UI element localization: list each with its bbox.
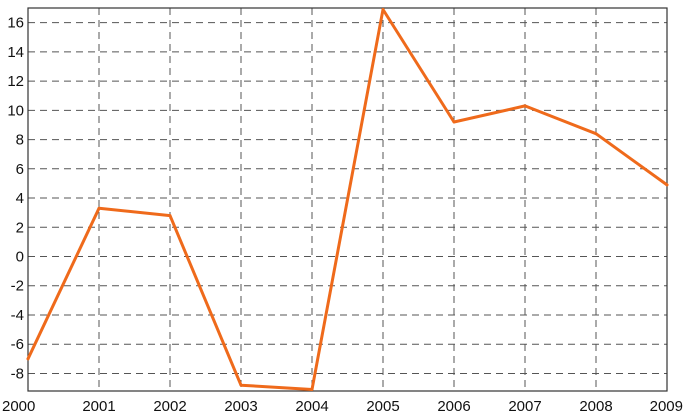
y-tick-label: 8	[16, 132, 24, 149]
x-tick-label: 2002	[153, 398, 186, 415]
y-tick-label: 12	[7, 73, 24, 90]
x-tick-label: 2000	[2, 398, 35, 415]
y-tick-label: -4	[11, 307, 24, 324]
data-point-2005	[381, 8, 385, 11]
x-tick-label: 2003	[224, 398, 257, 415]
y-tick-label: -8	[11, 365, 24, 382]
data-point-2009	[665, 183, 669, 187]
y-tick-label: -6	[11, 336, 24, 353]
x-tick-label: 2008	[579, 398, 612, 415]
plot-frame	[27, 7, 668, 392]
y-tick-label: 6	[16, 161, 24, 178]
series-layer	[26, 8, 669, 391]
x-tick-label: 2009	[650, 398, 683, 415]
y-tick-label: -2	[11, 278, 24, 295]
x-axis-ticks: 2000 2001 2002 2003 2004 2005 2006 2007 2008 2009	[2, 398, 683, 415]
data-point-2008	[594, 132, 598, 136]
data-point-2004	[310, 388, 314, 391]
x-tick-label: 2001	[82, 398, 115, 415]
data-point-2000	[26, 357, 30, 361]
y-tick-label: 10	[7, 102, 24, 119]
x-tick-label: 2005	[366, 398, 399, 415]
y-tick-label: 2	[16, 219, 24, 236]
y-tick-label: 14	[7, 44, 24, 61]
y-tick-label: 0	[16, 249, 24, 266]
data-point-2007	[523, 104, 527, 108]
y-axis-ticks: -8 -6 -4 -2 0 2 4 6 8 10 12 14 16	[7, 15, 24, 383]
gridlines	[28, 8, 667, 391]
y-tick-label: 16	[7, 15, 24, 32]
data-point-2003	[239, 383, 243, 387]
x-tick-label: 2004	[295, 398, 328, 415]
data-point-2001	[97, 206, 101, 210]
data-point-2002	[168, 214, 172, 217]
series-line-0	[26, 8, 669, 391]
x-tick-label: 2007	[508, 398, 541, 415]
data-point-2006	[452, 120, 456, 124]
x-tick-label: 2006	[437, 398, 470, 415]
y-tick-label: 4	[16, 190, 24, 207]
